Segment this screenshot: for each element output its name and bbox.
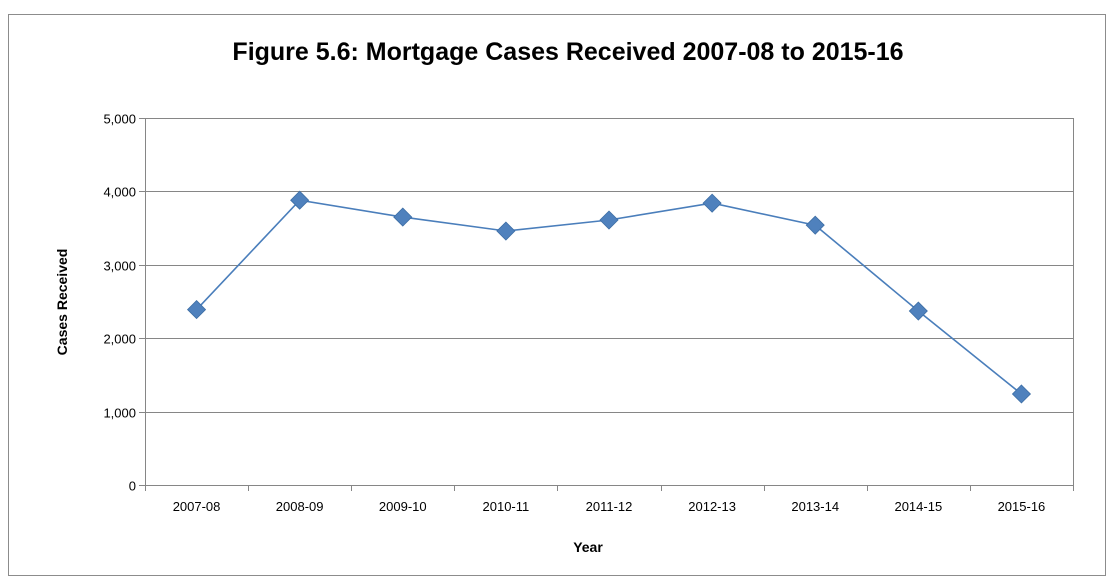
y-tick-label: 1,000 — [103, 406, 136, 421]
data-point-marker — [186, 300, 207, 320]
x-tick-labels: 2007-08 2008-09 2009-10 2010-11 2011-12 2012-… — [173, 499, 1046, 514]
x-tick-label: 2009-10 — [379, 499, 427, 514]
gridlines — [145, 118, 1073, 413]
x-tick-label: 2008-09 — [276, 499, 324, 514]
y-tick-label: 0 — [129, 479, 136, 494]
x-tick-label: 2014-15 — [894, 499, 942, 514]
x-tick-label: 2007-08 — [173, 499, 221, 514]
data-point-marker — [290, 190, 310, 210]
data-point-marker — [702, 193, 722, 213]
data-markers — [186, 190, 1032, 404]
data-point-marker — [496, 221, 516, 241]
y-axis-title: Cases Received — [54, 249, 70, 356]
x-tick-label: 2012-13 — [688, 499, 736, 514]
chart-title: Figure 5.6: Mortgage Cases Received 2007… — [232, 38, 903, 66]
y-tick-label: 4,000 — [103, 185, 136, 200]
data-point-marker — [393, 207, 413, 227]
data-point-marker — [805, 215, 825, 235]
data-point-marker — [599, 210, 619, 230]
axes — [139, 118, 1074, 491]
x-tick-label: 2013-14 — [791, 499, 839, 514]
y-tick-label: 2,000 — [103, 332, 136, 347]
y-tick-labels: 0 1,000 2,000 3,000 4,000 5,000 — [103, 112, 136, 494]
data-point-marker — [1011, 384, 1032, 404]
x-tick-label: 2010-11 — [483, 499, 530, 514]
x-axis-title: Year — [573, 539, 603, 555]
x-tick-label: 2015-16 — [998, 499, 1046, 514]
chart-container — [8, 14, 1106, 576]
data-point-marker — [908, 301, 928, 321]
y-tick-label: 3,000 — [103, 259, 136, 274]
y-tick-label: 5,000 — [103, 112, 136, 127]
x-tick-label: 2011-12 — [586, 499, 633, 514]
